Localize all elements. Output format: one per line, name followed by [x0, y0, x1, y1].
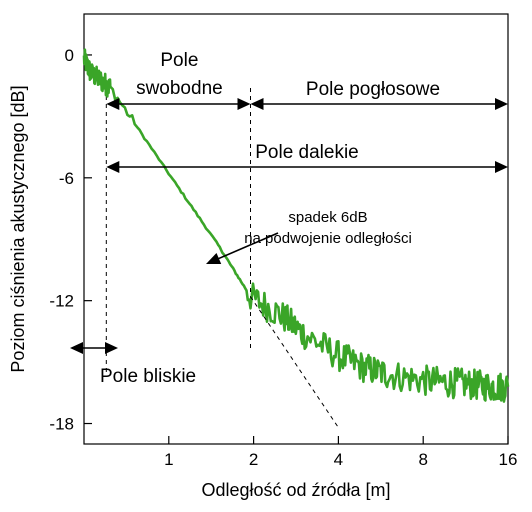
- x-tick-label: 1: [164, 450, 173, 469]
- x-tick-label: 16: [499, 450, 518, 469]
- far-field-label: Pole dalekie: [255, 142, 359, 163]
- series-group: [82, 48, 510, 428]
- reverberant-field-arrow-head-left: [250, 98, 264, 110]
- extrapolation-line: [250, 296, 339, 428]
- free-field-label: Pole swobodne: [136, 50, 223, 99]
- lbl-note-line: na podwojenie odległości: [244, 230, 412, 247]
- reverberant-field-arrow-head-right: [495, 98, 508, 110]
- lbl-free-line: Pole: [160, 50, 198, 71]
- y-tick-label: -6: [59, 169, 74, 188]
- free-field-arrow-head-right: [237, 98, 251, 110]
- x-axis-ticks: 1 2 4 8 16: [164, 436, 517, 469]
- plot-frame: [83, 13, 509, 445]
- near-field-arrow-head-right: [105, 342, 118, 354]
- far-field-arrow-head-left: [106, 161, 120, 173]
- lbl-free-line: swobodne: [136, 78, 223, 99]
- x-tick-label: 8: [418, 450, 427, 469]
- y-tick-label: 0: [65, 46, 74, 65]
- y-axis-ticks: 0 -6 -12 -18: [49, 46, 92, 434]
- x-axis-title: Odległość od źródła [m]: [201, 480, 390, 500]
- annotation-arrow-head: [206, 252, 222, 264]
- near-field-label: Pole bliskie: [100, 366, 196, 387]
- annotation-arrow-shaft: [215, 232, 279, 261]
- x-tick-label: 2: [249, 450, 258, 469]
- zone-boundaries: [105, 88, 252, 376]
- far-field-arrow-head-right: [495, 161, 508, 173]
- y-tick-label: -18: [49, 415, 74, 434]
- free-field-arrow-head-left: [106, 98, 120, 110]
- y-tick-label: -12: [49, 292, 74, 311]
- lbl-note-line: spadek 6dB: [288, 209, 367, 226]
- reverberant-field-label: Pole pogłosowe: [306, 79, 440, 100]
- slope-annotation: spadek 6dB na podwojenie odległości: [244, 209, 412, 247]
- zone-arrows: [70, 98, 508, 354]
- x-tick-label: 4: [334, 450, 343, 469]
- spl-curve: [82, 48, 510, 403]
- y-axis-title: Poziom ciśnienia akustycznego [dB]: [8, 85, 28, 372]
- near-field-arrow-head-left: [70, 342, 83, 354]
